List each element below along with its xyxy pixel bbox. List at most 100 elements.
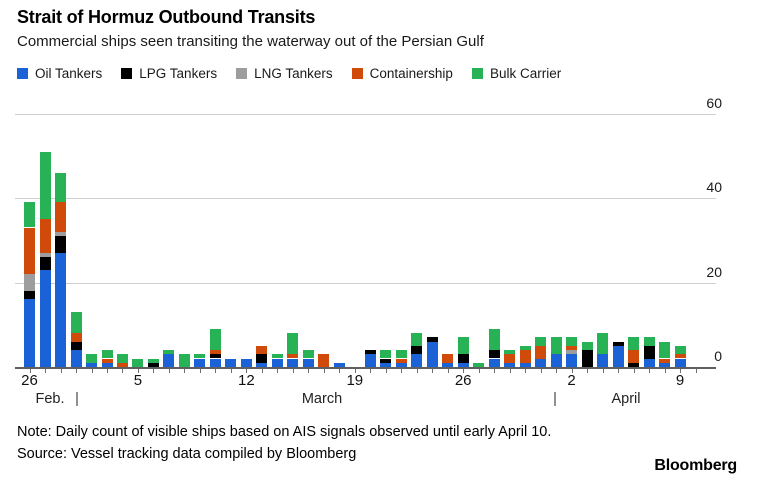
bar-segment <box>287 333 299 355</box>
x-axis-tick <box>29 369 31 373</box>
x-axis-tick <box>649 369 651 373</box>
x-tick-label: 2 <box>567 372 576 389</box>
bar-segment <box>70 333 82 342</box>
x-axis-tick <box>478 369 480 373</box>
bar-segment <box>70 312 82 334</box>
bar-segment <box>581 341 593 350</box>
x-axis-tick <box>680 369 682 373</box>
bar-segment <box>504 354 516 363</box>
month-separator: | <box>75 391 79 407</box>
x-axis-tick <box>230 369 232 373</box>
y-axis-label-20: 20 <box>706 263 722 280</box>
bar-segment <box>240 358 252 367</box>
bar-segment <box>302 350 314 359</box>
bar-segment <box>411 333 423 346</box>
bar-segment <box>271 358 283 367</box>
bar-segment <box>86 362 97 367</box>
x-axis-tick <box>556 369 558 373</box>
x-axis-tick <box>107 369 108 373</box>
bar-segment <box>535 337 547 346</box>
swatch-green-icon <box>471 68 483 79</box>
x-tick-label: 9 <box>675 372 685 389</box>
x-tick-label: 26 <box>454 372 472 389</box>
x-axis-tick <box>447 369 449 373</box>
x-axis-tick <box>168 369 170 373</box>
month-label: March <box>301 391 343 407</box>
bar-segment <box>132 358 144 367</box>
bar-segment <box>318 354 330 367</box>
bar-segment <box>287 358 299 367</box>
bar-segment <box>612 345 624 367</box>
bar-segment <box>411 354 423 367</box>
month-label: Feb. <box>35 391 65 407</box>
bar-segment <box>659 358 671 363</box>
bar-segment <box>504 362 516 367</box>
bar-segment <box>39 257 51 270</box>
bar-segment <box>581 350 593 367</box>
x-axis-tick <box>292 369 294 373</box>
chart-title: Strait of Hormuz Outbound Transits <box>17 7 316 27</box>
bar-segment <box>256 354 268 363</box>
bar-segment <box>24 274 35 291</box>
bar-segment <box>147 362 159 367</box>
bar-segment <box>550 337 562 355</box>
x-axis-tick <box>370 369 372 373</box>
bar-segment <box>566 350 578 355</box>
x-axis-tick <box>308 369 310 373</box>
bar-segment <box>519 350 531 363</box>
bar-segment <box>674 354 686 359</box>
bar-segment <box>597 354 609 367</box>
bar-segment <box>55 236 66 253</box>
bar-segment <box>70 341 82 350</box>
x-axis-tick <box>432 369 434 373</box>
bar-segment <box>628 350 640 363</box>
bar-segment <box>535 345 547 359</box>
gridline-20 <box>15 282 716 284</box>
x-axis-tick <box>153 369 155 373</box>
bar-segment <box>209 358 221 367</box>
bar-segment <box>39 252 51 258</box>
bar-segment <box>209 329 221 351</box>
bar-segment <box>674 358 686 367</box>
legend-label: Containership <box>369 66 453 81</box>
bar-segment <box>55 252 66 367</box>
bar-segment <box>566 354 578 367</box>
bar-segment <box>380 358 392 363</box>
x-axis-tick <box>463 369 465 373</box>
bar-segment <box>256 362 268 367</box>
bar-segment <box>643 358 655 367</box>
x-axis-tick <box>416 369 418 373</box>
gridline-40 <box>15 198 716 199</box>
x-axis-tick <box>525 369 527 373</box>
bar-segment <box>488 329 500 351</box>
legend-label: LPG Tankers <box>139 66 218 81</box>
bar-segment <box>364 354 376 367</box>
x-axis-tick <box>199 369 201 373</box>
bar-segment <box>364 350 376 355</box>
x-axis-tick <box>60 369 62 373</box>
y-axis-label-60: 60 <box>706 94 722 111</box>
bar-segment <box>194 354 206 359</box>
bar-segment <box>380 362 392 367</box>
bar-segment <box>473 362 485 367</box>
bar-segment <box>163 350 175 355</box>
bar-segment <box>442 362 454 367</box>
x-axis-tick <box>76 369 77 373</box>
x-axis-tick <box>494 369 496 373</box>
bar-segment <box>39 219 51 253</box>
bar-segment <box>147 358 159 363</box>
x-axis-tick <box>45 369 46 373</box>
bar-segment <box>488 358 500 367</box>
bar-segment <box>488 350 500 359</box>
bar-segment <box>39 269 51 367</box>
bar-segment <box>411 345 423 355</box>
bar-segment <box>101 358 113 363</box>
bar-segment <box>643 345 655 359</box>
legend-item: LNG Tankers <box>236 66 333 81</box>
x-axis-tick <box>385 369 387 373</box>
bar-segment <box>519 345 531 351</box>
bar-segment <box>442 354 454 363</box>
bar-segment <box>550 354 562 367</box>
bar-segment <box>194 358 206 367</box>
legend-label: LNG Tankers <box>254 66 333 81</box>
